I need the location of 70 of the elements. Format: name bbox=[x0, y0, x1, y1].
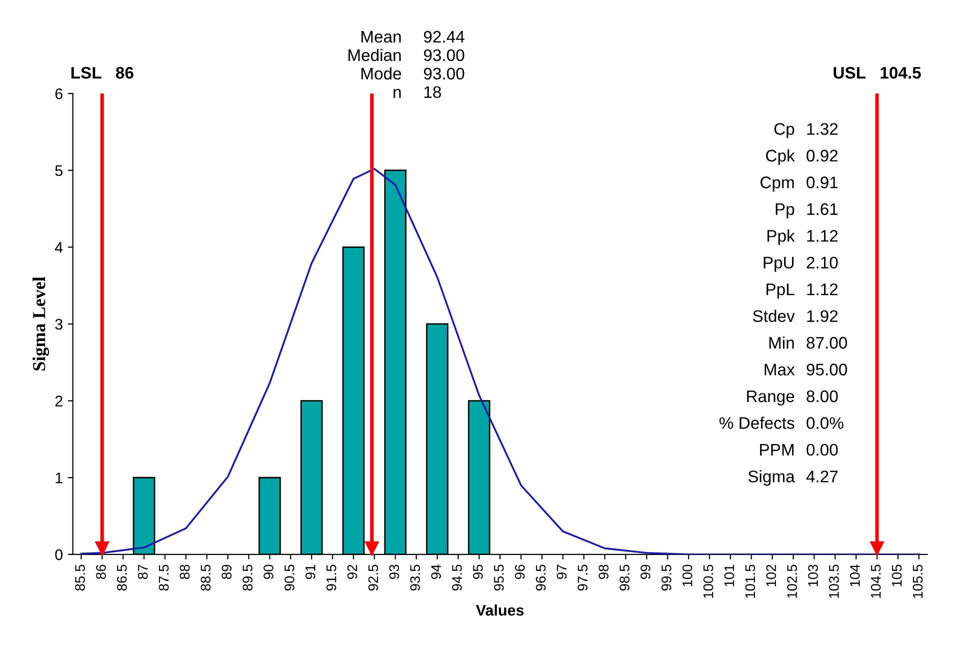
x-tick-label: 89 bbox=[222, 564, 232, 580]
x-tick-label: 98 bbox=[598, 564, 609, 579]
x-tick-label: 103.5 bbox=[829, 564, 839, 598]
y-tick-label: 1 bbox=[56, 472, 62, 484]
x-tick-label: 89.5 bbox=[242, 564, 252, 591]
x-tick-label: 92.5 bbox=[368, 564, 378, 591]
x-axis-title: Values bbox=[476, 604, 524, 616]
x-tick-label: 98.5 bbox=[620, 564, 630, 591]
x-tick-label: 99 bbox=[640, 564, 650, 579]
x-tick-label: 102.5 bbox=[787, 564, 797, 598]
annotation: % Defects 0.0% bbox=[720, 416, 844, 429]
y-tick-label: 0 bbox=[55, 549, 63, 560]
annotation: Pp 1.61 bbox=[776, 203, 838, 218]
x-tick-label: 97.5 bbox=[578, 564, 588, 591]
x-tick-label: 104 bbox=[850, 564, 860, 586]
x-tick-label: 100 bbox=[682, 564, 692, 586]
x-tick-label: 105 bbox=[892, 564, 902, 586]
annotation: Cpm 0.91 bbox=[760, 176, 838, 192]
x-tick-label: 90.5 bbox=[284, 564, 294, 591]
annotation: Cpk 0.92 bbox=[766, 149, 838, 165]
x-tick-label: 102 bbox=[766, 564, 776, 586]
y-tick-label: 2 bbox=[55, 396, 62, 406]
y-axis-title: Sigma Level bbox=[32, 276, 50, 370]
annotation: PPM 0.00 bbox=[760, 444, 838, 456]
ref-line-label: USL 104.5 bbox=[834, 66, 921, 79]
annotation: Min 87.00 bbox=[769, 336, 848, 349]
x-tick-label: 86 bbox=[96, 564, 106, 580]
x-tick-label: 88 bbox=[180, 564, 190, 580]
x-tick-label: 86.5 bbox=[116, 564, 127, 591]
text: Median 93.00 bbox=[348, 48, 464, 62]
x-tick-label: 87 bbox=[138, 564, 148, 580]
x-tick-label: 105.5 bbox=[912, 564, 923, 598]
x-tick-label: 94 bbox=[431, 564, 441, 579]
y-tick-label: 4 bbox=[54, 242, 63, 253]
annotation: Stdev 1.92 bbox=[753, 310, 838, 322]
x-tick-label: 96 bbox=[514, 564, 525, 579]
annotation: Sigma 4.27 bbox=[748, 470, 838, 486]
x-tick-label: 87.5 bbox=[158, 564, 169, 591]
x-tick-label: 93.5 bbox=[410, 564, 420, 591]
x-tick-label: 90 bbox=[264, 564, 274, 579]
x-tick-label: 95.5 bbox=[494, 564, 504, 591]
x-tick-label: 97 bbox=[556, 564, 567, 579]
x-tick-label: 95 bbox=[473, 564, 483, 579]
y-tick-label: 3 bbox=[55, 318, 62, 330]
x-tick-label: 91 bbox=[305, 564, 316, 579]
x-tick-label: 100.5 bbox=[703, 564, 714, 598]
x-tick-label: 101.5 bbox=[745, 564, 756, 598]
x-tick-label: 101 bbox=[724, 564, 734, 586]
x-tick-label: 93 bbox=[389, 564, 400, 579]
annotation: Cp 1.32 bbox=[774, 123, 838, 138]
x-tick-label: 88.5 bbox=[200, 564, 211, 591]
annotation: PpL 1.12 bbox=[766, 283, 838, 299]
text: n 18 bbox=[394, 86, 441, 98]
x-tick-label: 92 bbox=[347, 564, 358, 579]
x-tick-label: 94.5 bbox=[452, 564, 462, 591]
y-tick-label: 5 bbox=[55, 165, 62, 176]
annotation: Range 8.00 bbox=[747, 390, 838, 406]
y-tick-label: 6 bbox=[55, 88, 62, 100]
text: Mean 92.44 bbox=[361, 30, 464, 43]
x-tick-label: 85.5 bbox=[75, 564, 85, 591]
annotation: PpU 2.10 bbox=[764, 256, 838, 272]
annotation: Max 95.00 bbox=[764, 364, 848, 376]
annotation: Ppk 1.12 bbox=[768, 230, 838, 246]
x-tick-label: 104.5 bbox=[870, 564, 881, 598]
x-tick-label: 103 bbox=[808, 564, 818, 586]
ref-line-label: LSL 86 bbox=[71, 66, 134, 79]
x-tick-label: 99.5 bbox=[662, 564, 672, 591]
x-tick-label: 91.5 bbox=[326, 564, 336, 591]
x-tick-label: 96.5 bbox=[536, 564, 546, 591]
text: Mode 93.00 bbox=[361, 67, 464, 80]
